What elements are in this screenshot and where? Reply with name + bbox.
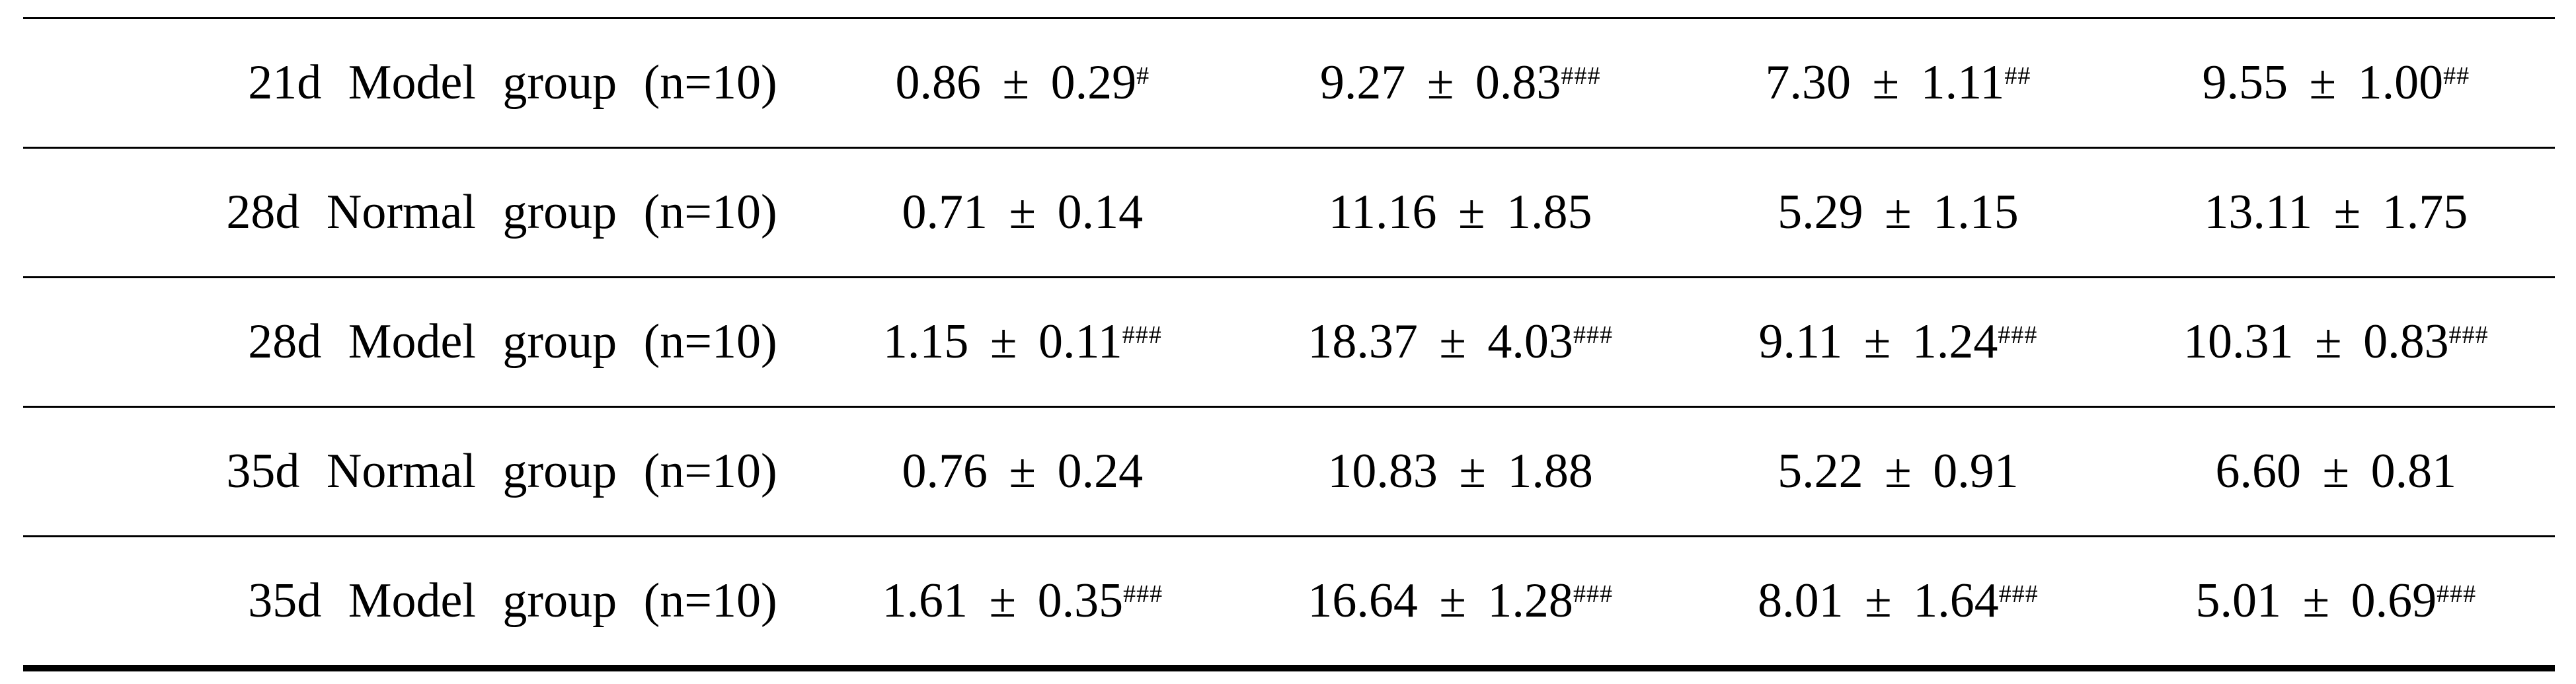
cell-value: 7.30 ± 1.11 (1765, 56, 2005, 110)
table-cell: 0.76 ± 0.24 (803, 406, 1241, 537)
cell-value: 0.71 ± 0.14 (902, 185, 1144, 239)
table-cell: 5.29 ± 1.15 (1679, 147, 2117, 278)
table-cell: 0.86 ± 0.29# (803, 17, 1241, 148)
table-body: 21d Model group (n=10) 0.86 ± 0.29# 9.27 ±… (23, 17, 2555, 671)
cell-value: 13.11 ± 1.75 (2204, 185, 2468, 239)
results-table: 21d Model group (n=10) 0.86 ± 0.29# 9.27 ±… (23, 17, 2555, 671)
table-row: 35d Model group (n=10) 1.61 ± 0.35### 16.6… (23, 535, 2555, 671)
significance-marker: ### (1561, 62, 1601, 90)
table-cell: 13.11 ± 1.75 (2117, 147, 2555, 278)
cell-value: 11.16 ± 1.85 (1328, 185, 1592, 239)
significance-marker: ### (2448, 321, 2489, 349)
table-cell: 16.64 ± 1.28### (1241, 535, 1680, 671)
cell-value: 10.31 ± 0.83 (2183, 315, 2449, 369)
table-cell: 9.27 ± 0.83### (1241, 17, 1680, 148)
group-label: 21d Model group (n=10) (23, 17, 804, 148)
table-cell: 11.16 ± 1.85 (1241, 147, 1680, 278)
table-row: 35d Normal group (n=10) 0.76 ± 0.24 10.83 … (23, 406, 2555, 537)
table-cell: 10.83 ± 1.88 (1241, 406, 1680, 537)
group-label: 28d Normal group (n=10) (23, 147, 804, 278)
table-row: 28d Normal group (n=10) 0.71 ± 0.14 11.16 … (23, 147, 2555, 278)
significance-marker: ### (1573, 321, 1613, 349)
table-cell: 7.30 ± 1.11## (1679, 17, 2117, 148)
group-label: 28d Model group (n=10) (23, 276, 804, 407)
cell-value: 6.60 ± 0.81 (2215, 444, 2457, 498)
cell-value: 1.61 ± 0.35 (882, 574, 1124, 628)
significance-marker: ### (1573, 580, 1613, 608)
significance-marker: # (1136, 62, 1150, 90)
table-cell: 0.71 ± 0.14 (803, 147, 1241, 278)
cell-value: 0.76 ± 0.24 (902, 444, 1144, 498)
significance-marker: ### (1998, 321, 2038, 349)
cell-value: 5.22 ± 0.91 (1777, 444, 2019, 498)
table-cell: 9.55 ± 1.00## (2117, 17, 2555, 148)
cell-value: 5.01 ± 0.69 (2195, 574, 2437, 628)
significance-marker: ## (2004, 62, 2031, 90)
cell-value: 8.01 ± 1.64 (1758, 574, 1999, 628)
cell-value: 9.11 ± 1.24 (1758, 315, 1998, 369)
table-cell: 1.61 ± 0.35### (803, 535, 1241, 671)
cell-value: 5.29 ± 1.15 (1777, 185, 2019, 239)
table-cell: 1.15 ± 0.11### (803, 276, 1241, 407)
significance-marker: ### (1998, 580, 2039, 608)
table-cell: 10.31 ± 0.83### (2117, 276, 2555, 407)
table-cell: 5.22 ± 0.91 (1679, 406, 2117, 537)
cell-value: 0.86 ± 0.29 (895, 56, 1137, 110)
table-cell: 5.01 ± 0.69### (2117, 535, 2555, 671)
table-cell: 6.60 ± 0.81 (2117, 406, 2555, 537)
table-cell: 9.11 ± 1.24### (1679, 276, 2117, 407)
table-cell: 8.01 ± 1.64### (1679, 535, 2117, 671)
cell-value: 1.15 ± 0.11 (882, 315, 1122, 369)
cell-value: 9.27 ± 0.83 (1319, 56, 1561, 110)
cell-value: 16.64 ± 1.28 (1308, 574, 1573, 628)
significance-marker: ### (1122, 321, 1162, 349)
table-row: 21d Model group (n=10) 0.86 ± 0.29# 9.27 ±… (23, 17, 2555, 148)
table-row: 28d Model group (n=10) 1.15 ± 0.11### 18.3… (23, 276, 2555, 407)
group-label: 35d Normal group (n=10) (23, 406, 804, 537)
cell-value: 9.55 ± 1.00 (2202, 56, 2444, 110)
cell-value: 18.37 ± 4.03 (1308, 315, 1573, 369)
group-label: 35d Model group (n=10) (23, 535, 804, 671)
significance-marker: ## (2443, 62, 2470, 90)
cell-value: 10.83 ± 1.88 (1327, 444, 1593, 498)
significance-marker: ### (2437, 580, 2477, 608)
significance-marker: ### (1123, 580, 1163, 608)
table-cell: 18.37 ± 4.03### (1241, 276, 1680, 407)
